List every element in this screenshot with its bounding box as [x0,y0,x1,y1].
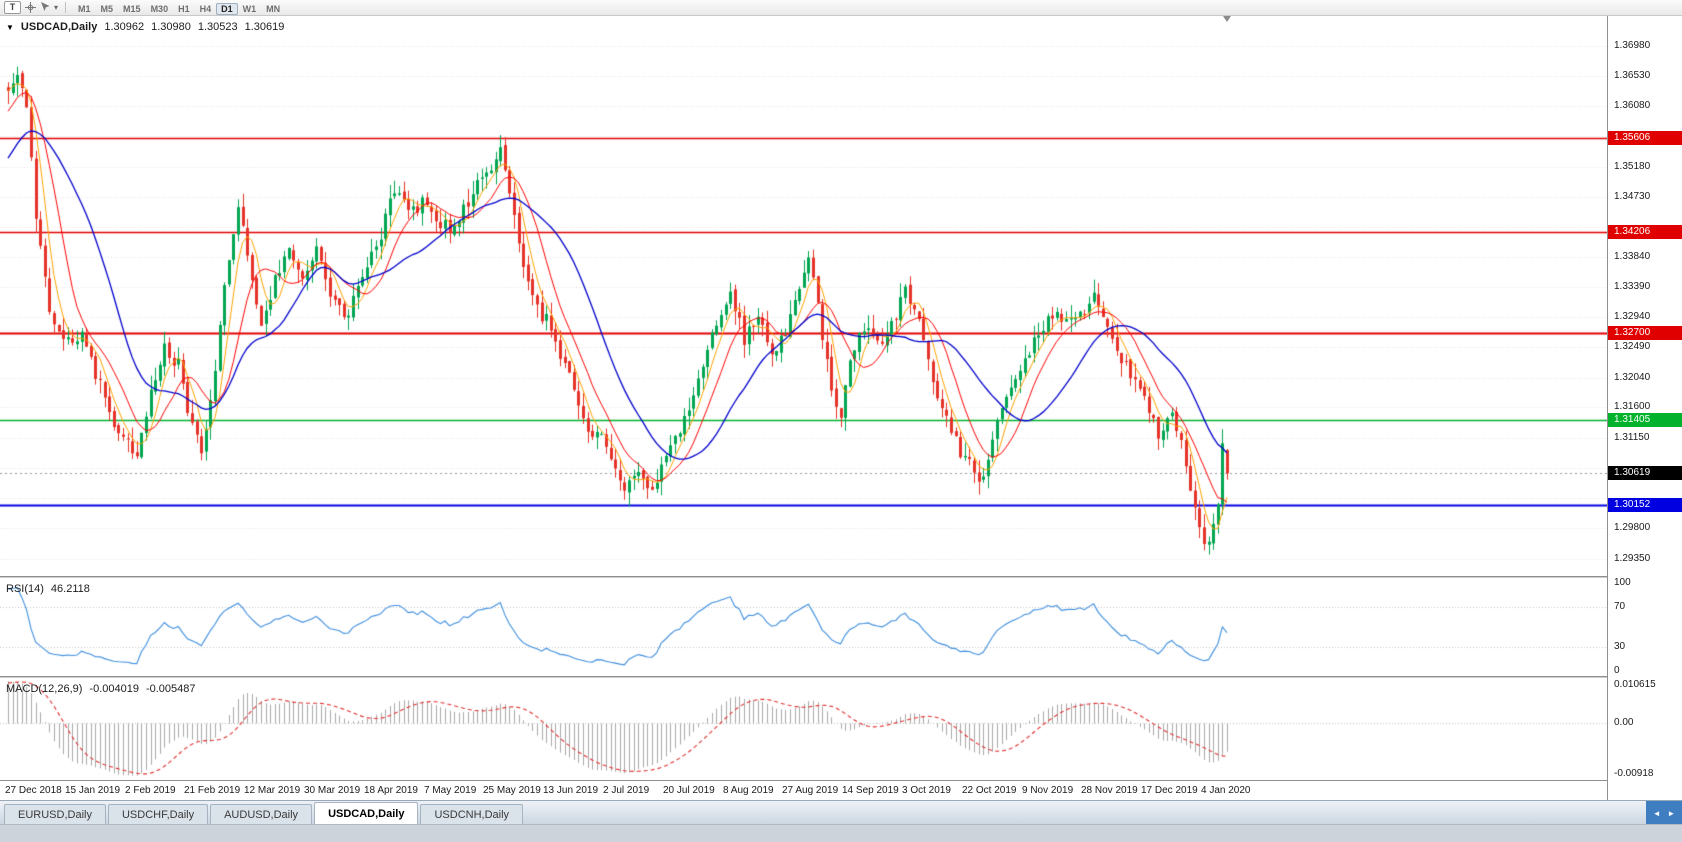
cursor-tool-icon[interactable] [40,1,50,14]
time-axis-label: 9 Nov 2019 [1022,785,1074,796]
price-tick-label: 1.29800 [1614,522,1651,533]
macd-chart-canvas[interactable] [0,678,1607,780]
rsi-chart-canvas[interactable] [0,578,1607,676]
time-axis-label: 7 May 2019 [424,785,477,796]
rsi-tick-label: 0 [1614,665,1620,676]
macd-tick-label: 0.00 [1614,717,1634,728]
timeframe-d1-button[interactable]: D1 [216,2,238,15]
time-axis-label: 30 Mar 2019 [304,785,361,796]
price-level-label: 1.34206 [1608,225,1682,239]
time-axis-label: 14 Sep 2019 [842,785,899,796]
timeframe-mn-button[interactable]: MN [266,3,281,14]
timeframe-h4-button[interactable]: H4 [199,3,212,14]
pane-splitter-macd[interactable] [0,676,1682,678]
toolbar-separator [65,2,67,13]
price-tick-label: 1.34730 [1614,191,1651,202]
price-tick-label: 1.31150 [1614,432,1650,443]
price-tick-label: 1.36980 [1614,40,1651,51]
tab-scroll-right-button[interactable]: ► [1667,808,1676,818]
price-pane: ▼ USDCAD,Daily 1.30962 1.30980 1.30523 1… [0,16,1607,576]
chart-tabs: EURUSD,Daily USDCHF,Daily AUDUSD,Daily USDC… [4,801,525,824]
time-axis-label: 27 Aug 2019 [782,785,839,796]
macd-tick-label: -0.00918 [1614,768,1654,779]
time-axis-label: 2 Feb 2019 [125,785,176,796]
time-axis-label: 2 Jul 2019 [603,785,650,796]
price-level-label: 1.30152 [1608,498,1682,512]
window-bottom-strip [0,824,1682,842]
time-axis[interactable]: 27 Dec 2018 15 Jan 2019 2 Feb 2019 21 Feb 2… [0,780,1607,800]
tab-scroll-left-button[interactable]: ◄ [1652,808,1661,818]
price-axis[interactable]: 1.36980 1.36530 1.36080 1.35180 1.34730 1.338… [1607,16,1682,800]
rsi-pane: RSI(14) 46.2118 [0,578,1607,676]
rsi-tick-label: 100 [1614,577,1631,588]
chart-shift-marker[interactable] [1223,16,1231,22]
price-tick-label: 1.31600 [1614,401,1651,412]
chart-tab-usdchf[interactable]: USDCHF,Daily [107,804,209,824]
tab-scroll-buttons: ◄ ► [1646,801,1682,825]
macd-tick-label: 0.010615 [1614,679,1656,690]
time-axis-label: 15 Jan 2019 [65,785,121,796]
top-toolbar: T ▾ M1 M5 M15 M30 H1 H4 D1 W1 MN [0,0,1682,16]
rsi-tick-label: 30 [1614,641,1626,652]
time-axis-label: 21 Feb 2019 [184,785,241,796]
timeframe-m30-button[interactable]: M30 [150,3,169,14]
pane-splitter-rsi[interactable] [0,576,1682,578]
price-tick-label: 1.32490 [1614,341,1651,352]
time-axis-label: 18 Apr 2019 [364,785,418,796]
timeframe-m15-button[interactable]: M15 [123,3,141,14]
time-axis-label: 3 Oct 2019 [902,785,951,796]
rsi-tick-label: 70 [1614,601,1626,612]
macd-pane: MACD(12,26,9) -0.004019 -0.005487 [0,678,1607,780]
time-axis-label: 27 Dec 2018 [5,785,62,796]
current-price-label: 1.30619 [1608,466,1682,480]
time-axis-label: 20 Jul 2019 [663,785,715,796]
timeframe-m1-button[interactable]: M1 [78,3,91,14]
time-axis-label: 13 Jun 2019 [543,785,599,796]
time-axis-label: 25 May 2019 [483,785,541,796]
price-tick-label: 1.35180 [1614,161,1651,172]
chart-window: ▼ USDCAD,Daily 1.30962 1.30980 1.30523 1… [0,16,1682,800]
price-level-label: 1.32700 [1608,326,1682,340]
time-axis-label: 28 Nov 2019 [1081,785,1138,796]
price-tick-label: 1.32940 [1614,311,1651,322]
price-tick-label: 1.36080 [1614,100,1651,111]
chart-tab-usdcnh[interactable]: USDCNH,Daily [420,804,524,824]
chart-tabs-bar: EURUSD,Daily USDCHF,Daily AUDUSD,Daily USDC… [0,800,1682,825]
time-axis-label: 8 Aug 2019 [723,785,774,796]
time-axis-label: 4 Jan 2020 [1201,785,1251,796]
price-tick-label: 1.33390 [1614,281,1651,292]
price-level-label: 1.31405 [1608,413,1682,427]
crosshair-icon[interactable] [25,1,36,14]
timeframe-w1-button[interactable]: W1 [242,3,257,14]
time-axis-label: 17 Dec 2019 [1141,785,1198,796]
dropdown-caret-icon[interactable]: ▾ [54,3,59,12]
chart-tab-audusd[interactable]: AUDUSD,Daily [210,804,313,824]
price-level-label: 1.35606 [1608,131,1682,145]
text-tool-button[interactable]: T [4,1,21,14]
timeframe-button-group: M1 M5 M15 M30 H1 H4 D1 W1 MN [73,0,285,17]
price-tick-label: 1.32040 [1614,372,1651,383]
time-axis-label: 22 Oct 2019 [962,785,1017,796]
price-tick-label: 1.29350 [1614,553,1651,564]
timeframe-m5-button[interactable]: M5 [100,3,114,14]
chart-tab-eurusd[interactable]: EURUSD,Daily [4,804,106,824]
price-chart-canvas[interactable] [0,16,1607,576]
timeframe-h1-button[interactable]: H1 [178,3,190,14]
time-axis-label: 12 Mar 2019 [244,785,301,796]
price-tick-label: 1.36530 [1614,70,1651,81]
price-tick-label: 1.33840 [1614,251,1651,262]
chart-tab-usdcad[interactable]: USDCAD,Daily [314,802,419,824]
